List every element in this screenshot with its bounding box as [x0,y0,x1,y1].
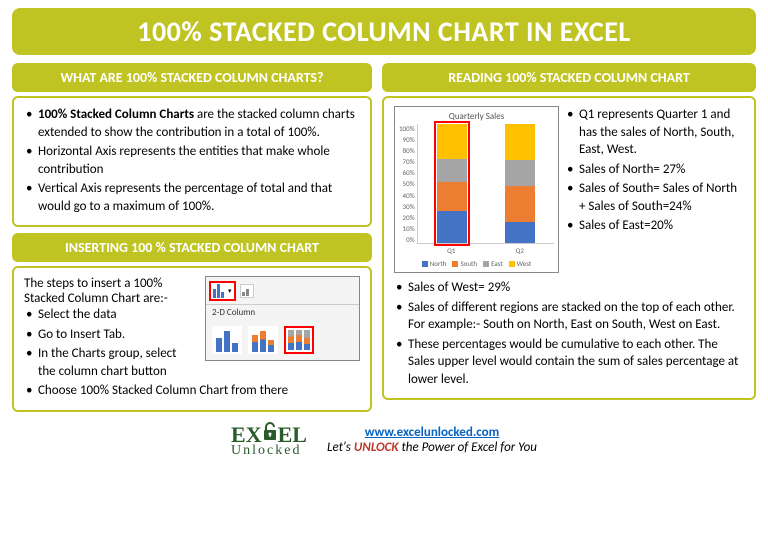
insert-box: The steps to insert a 100% Stacked Colum… [12,266,372,412]
insert-step-0: Select the data [24,306,197,324]
read-side-1: Sales of North= 27% [565,161,744,179]
brand-logo: E X E L Unlocked [231,422,307,457]
reading-box: Quarterly Sales 100%90%80%70%60%50%40%30… [382,96,756,400]
column-chart-icon [213,284,227,298]
insert-intro: The steps to insert a 100% Stacked Colum… [24,276,197,306]
chart-x-labels: Q1Q2 [399,246,554,255]
read-side-2: Sales of South= Sales of North + Sales o… [565,180,744,215]
page-footer: E X E L Unlocked www.excelunlocked.com L… [12,422,756,457]
content-columns: WHAT ARE 100% STACKED COLUMN CHARTS? 100… [12,63,756,418]
what-box: 100% Stacked Column Charts are the stack… [12,96,372,227]
read-side-0: Q1 represents Quarter 1 and has the sale… [565,106,744,159]
left-column: WHAT ARE 100% STACKED COLUMN CHARTS? 100… [12,63,372,418]
chart-option-100stacked [284,326,314,354]
chart-title: Quarterly Sales [399,111,554,122]
section-header-reading: READING 100% STACKED COLUMN CHART [382,63,756,92]
ribbon-group-label: 2-D Column [212,307,255,318]
what-point-2: Vertical Axis represents the percentage … [24,180,360,215]
footer-link[interactable]: www.excelunlocked.com [365,425,500,440]
chart-bars-area [417,124,554,244]
chart-icon [240,284,254,298]
read-below-1: Sales of different regions are stacked o… [394,299,744,334]
chart-legend: NorthSouthEastWest [399,259,554,268]
stacked-chart: Quarterly Sales 100%90%80%70%60%50%40%30… [394,106,559,273]
insert-step-2: In the Charts group, select the column c… [24,345,197,380]
insert-step-3: Choose 100% Stacked Column Chart from th… [24,382,360,400]
chart-option-clustered [212,326,242,354]
chart-bar [505,124,535,243]
section-header-insert: INSERTING 100 % STACKED COLUMN CHART [12,233,372,262]
section-header-what: WHAT ARE 100% STACKED COLUMN CHARTS? [12,63,372,92]
chart-y-axis: 100%90%80%70%60%50%40%30%20%10%0% [399,124,417,244]
ribbon-screenshot: ▾ 2-D Column [205,276,360,361]
what-point-0: 100% Stacked Column Charts are the stack… [24,106,360,141]
read-below-0: Sales of West= 29% [394,279,744,297]
insert-step-1: Go to Insert Tab. [24,326,197,344]
lock-icon [262,422,278,442]
page-title: 100% STACKED COLUMN CHART IN EXCEL [12,8,756,55]
ribbon-column-button: ▾ [209,281,236,301]
chart-bar [437,124,467,243]
right-column: READING 100% STACKED COLUMN CHART Quarte… [382,63,756,418]
read-side-3: Sales of East=20% [565,217,744,235]
read-below-2: These percentages would be cumulative to… [394,336,744,389]
chart-option-stacked [248,326,278,354]
logo-subtext: Unlocked [231,445,301,458]
what-point-1: Horizontal Axis represents the entities … [24,143,360,178]
